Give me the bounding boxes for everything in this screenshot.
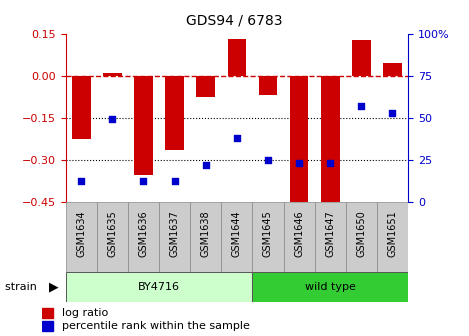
Bar [42,308,53,318]
Bar [128,202,159,272]
Text: GSM1637: GSM1637 [170,210,180,257]
Bar [315,202,346,272]
Bar [165,76,184,150]
Bar [383,63,402,76]
Text: BY4716: BY4716 [138,282,180,292]
Text: GSM1651: GSM1651 [387,210,397,257]
Point [233,135,241,140]
Point [171,179,178,184]
Text: GSM1650: GSM1650 [356,210,366,257]
Text: GSM1645: GSM1645 [263,210,273,257]
Point [389,110,396,115]
Bar [97,202,128,272]
Bar [42,321,53,331]
Bar [197,76,215,97]
Bar [346,202,377,272]
Text: percentile rank within the sample: percentile rank within the sample [62,321,250,331]
Text: GSM1636: GSM1636 [138,210,149,257]
Bar [221,202,252,272]
Text: GSM1644: GSM1644 [232,210,242,257]
Bar [66,202,97,272]
Bar [377,202,408,272]
Text: GDS94 / 6783: GDS94 / 6783 [186,13,283,28]
Point [140,179,147,184]
Text: GSM1638: GSM1638 [201,210,211,257]
Text: strain: strain [5,282,40,292]
Point [264,157,272,162]
Bar [290,76,309,204]
Bar [258,76,277,95]
Bar [284,202,315,272]
Text: log ratio: log ratio [62,308,109,318]
Bar [134,76,153,175]
Bar [66,272,252,302]
Text: GSM1634: GSM1634 [76,210,86,257]
Text: GSM1635: GSM1635 [107,210,117,257]
Bar [72,76,91,138]
Point [202,162,210,167]
Bar [252,272,408,302]
Bar [321,76,340,204]
Bar [252,202,284,272]
Text: GSM1646: GSM1646 [294,210,304,257]
Text: ▶: ▶ [49,281,59,294]
Point [357,103,365,109]
Point [295,160,303,166]
Point [77,179,85,184]
Bar [190,202,221,272]
Bar [352,40,371,76]
Text: GSM1647: GSM1647 [325,210,335,257]
Bar [103,73,121,76]
Text: wild type: wild type [305,282,356,292]
Point [109,117,116,122]
Point [326,160,334,166]
Bar [227,39,246,76]
Bar [159,202,190,272]
